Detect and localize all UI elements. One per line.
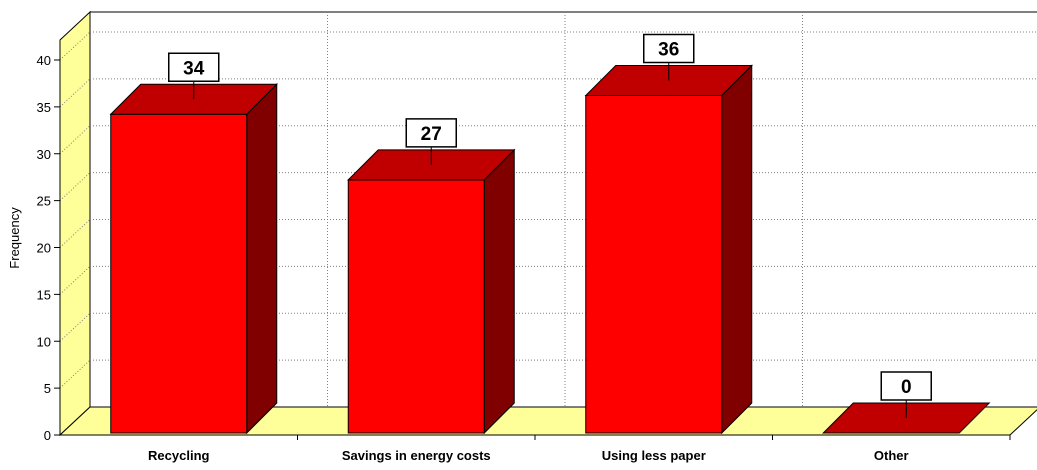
gridline-side xyxy=(59,125,91,155)
bar-side xyxy=(721,64,753,435)
y-tick-label: 40 xyxy=(37,53,51,68)
bar-front xyxy=(110,113,248,434)
gridline-side xyxy=(59,172,91,201)
grid-lines xyxy=(59,12,1037,407)
bar-0 xyxy=(109,83,278,435)
bar-2 xyxy=(584,64,753,435)
gridline-side xyxy=(59,219,91,248)
data-labels: 34 27 36 0 xyxy=(168,33,932,418)
y-tick-label: 25 xyxy=(37,194,51,209)
data-label-box xyxy=(643,33,695,64)
y-tick-label: 20 xyxy=(37,241,51,256)
gridline-side xyxy=(59,78,91,108)
y-tick-label: 10 xyxy=(37,334,51,349)
data-label: 27 xyxy=(421,124,442,145)
bar-1 xyxy=(347,148,516,435)
gridline-side xyxy=(59,359,91,389)
category-labels: Recycling Savings in energy costs Using le… xyxy=(148,435,1011,463)
y-tick-label: 35 xyxy=(37,100,51,115)
bar-front xyxy=(585,95,723,434)
data-label: 34 xyxy=(183,58,205,79)
data-label: 36 xyxy=(658,40,679,61)
category-label: Recycling xyxy=(148,448,209,463)
bars xyxy=(109,64,991,435)
y-axis-title: Frequency xyxy=(7,207,22,269)
bar-front xyxy=(347,179,485,434)
data-label-box xyxy=(405,118,457,148)
gridline-side xyxy=(59,312,91,342)
data-label-box xyxy=(168,52,220,82)
category-label: Savings in energy costs xyxy=(342,448,491,463)
y-tick-label: 5 xyxy=(44,381,51,396)
category-label: Other xyxy=(874,448,909,463)
side-wall xyxy=(59,10,91,437)
gridline-side xyxy=(59,31,91,61)
bar-side xyxy=(483,148,515,435)
y-tick-label: 0 xyxy=(44,428,51,443)
data-label: 0 xyxy=(901,377,912,398)
y-tick-label: 30 xyxy=(37,147,51,162)
category-label: Using less paper xyxy=(602,448,706,463)
gridline-side xyxy=(59,266,91,295)
bar-side xyxy=(246,83,278,435)
data-label-box xyxy=(880,371,932,401)
y-tick-label: 15 xyxy=(37,287,51,302)
